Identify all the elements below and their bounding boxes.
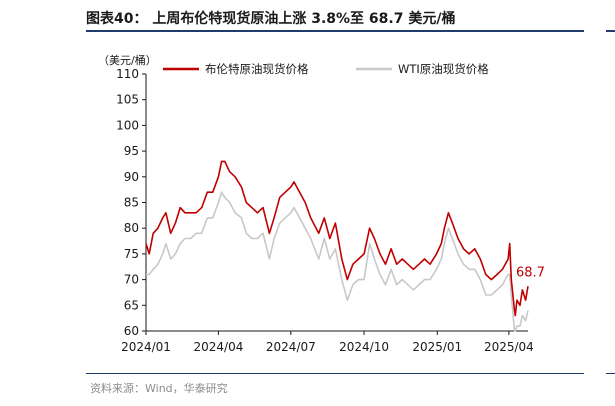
legend: 布伦特原油现货价格 WTI原油现货价格 (163, 62, 489, 76)
last-value-label: 68.7 (516, 265, 545, 280)
y-tick-label: 95 (124, 144, 139, 158)
legend-label-0: 布伦特原油现货价格 (205, 62, 309, 76)
y-unit-label: （美元/桶） (98, 53, 157, 67)
adjacent-divider-bottom (606, 373, 615, 374)
series-line-0 (145, 160, 529, 317)
y-tick-label: 105 (116, 93, 139, 107)
legend-label-1: WTI原油现货价格 (398, 62, 489, 76)
x-tick-label: 2025/04 (484, 340, 534, 354)
chart-title: 图表40： 上周布伦特现货原油上涨 3.8%至 68.7 美元/桶 (86, 11, 456, 27)
series-line-1 (146, 191, 529, 332)
x-tick-label: 2024/10 (339, 340, 389, 354)
title-divider (86, 30, 584, 32)
axes: 60 65 70 75 80 85 90 95 100 105 110 2024/01 2024/04 2… (116, 67, 534, 354)
y-tick-label: 110 (116, 67, 139, 81)
y-tick-label: 65 (124, 298, 139, 312)
adjacent-divider (606, 30, 615, 32)
y-tick-label: 70 (124, 273, 139, 287)
x-tick-label: 2024/01 (121, 340, 171, 354)
y-tick-label: 85 (124, 196, 139, 210)
y-tick-label: 60 (124, 324, 139, 338)
x-tick-label: 2024/04 (193, 340, 243, 354)
y-tick-label: 90 (124, 170, 139, 184)
series-layer (145, 160, 529, 332)
y-tick-label: 80 (124, 221, 139, 235)
source-note: 资料来源：Wind，华泰研究 (90, 382, 228, 395)
y-tick-label: 100 (116, 118, 139, 132)
x-tick-label: 2024/07 (266, 340, 316, 354)
y-tick-label: 75 (124, 247, 139, 261)
x-tick-label: 2025/01 (412, 340, 462, 354)
source-divider (86, 373, 584, 374)
